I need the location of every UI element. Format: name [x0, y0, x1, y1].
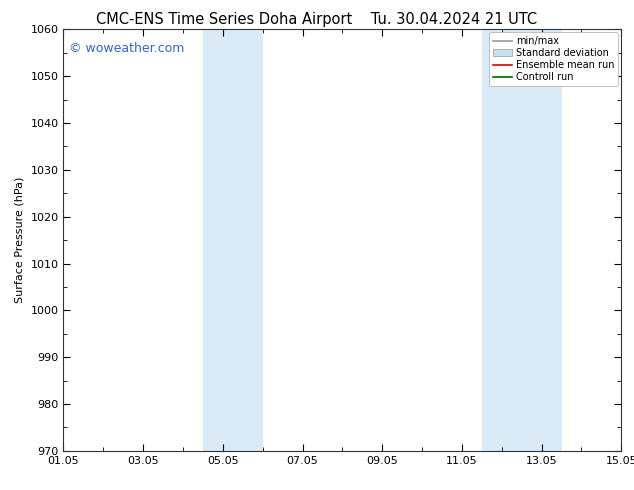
Y-axis label: Surface Pressure (hPa): Surface Pressure (hPa): [15, 177, 25, 303]
Text: © woweather.com: © woweather.com: [69, 42, 184, 55]
Text: CMC-ENS Time Series Doha Airport    Tu. 30.04.2024 21 UTC: CMC-ENS Time Series Doha Airport Tu. 30.…: [96, 12, 538, 27]
Bar: [203, 29, 262, 451]
Legend: min/max, Standard deviation, Ensemble mean run, Controll run: min/max, Standard deviation, Ensemble me…: [489, 32, 618, 86]
Bar: [482, 29, 562, 451]
